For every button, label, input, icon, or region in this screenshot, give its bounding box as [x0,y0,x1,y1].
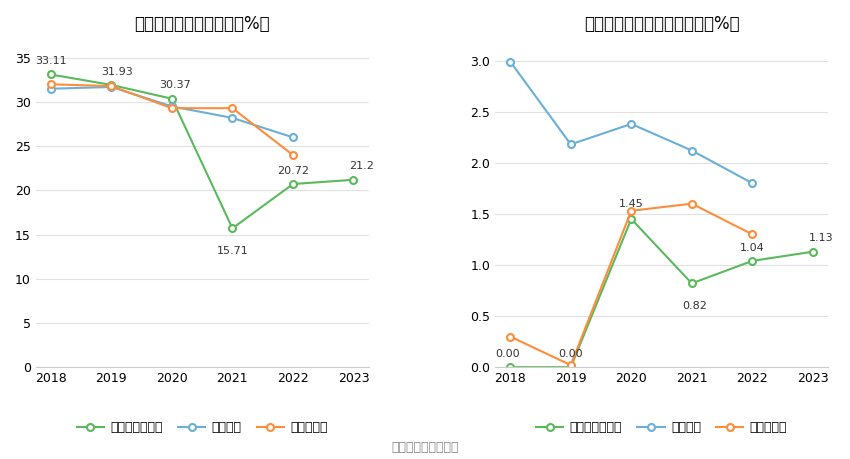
Text: 1.04: 1.04 [740,242,765,252]
行业均值 [687,148,697,153]
Title: 近年来资产负债率情况（%）: 近年来资产负债率情况（%） [134,15,270,33]
Title: 近年来有息资产负债率情况（%）: 近年来有息资产负债率情况（%） [584,15,740,33]
公司资产负债率 [288,181,298,187]
Text: 31.93: 31.93 [101,67,133,77]
Text: 0.82: 0.82 [683,302,707,312]
Text: 30.37: 30.37 [159,80,190,90]
Line: 行业均值: 行业均值 [48,84,297,141]
Legend: 公司资产负债率, 行业均值, 行业中位数: 公司资产负债率, 行业均值, 行业中位数 [71,416,333,439]
Line: 行业均值: 行业均值 [507,58,756,187]
行业中位数 [106,84,116,89]
行业均值 [565,142,575,147]
Text: 0.00: 0.00 [558,349,583,359]
行业中位数 [288,152,298,158]
行业均值 [167,104,177,109]
行业中位数 [505,334,515,339]
Text: 20.72: 20.72 [277,166,309,176]
Line: 公司资产负债率: 公司资产负债率 [48,71,357,232]
Line: 行业中位数: 行业中位数 [507,200,756,369]
公司资产负债率 [106,82,116,88]
有息资产负债率 [565,364,575,370]
公司资产负债率 [227,225,237,231]
Text: 0.00: 0.00 [496,349,519,359]
行业中位数 [747,232,757,237]
Text: 21.2: 21.2 [349,162,374,172]
行业均值 [626,121,637,127]
行业中位数 [565,363,575,368]
公司资产负债率 [348,177,359,183]
行业均值 [46,86,56,91]
公司资产负债率 [167,96,177,101]
Text: 15.71: 15.71 [217,246,248,257]
Line: 有息资产负债率: 有息资产负债率 [507,216,816,371]
行业中位数 [46,82,56,87]
Text: 数据来源：恒生聚源: 数据来源：恒生聚源 [391,442,459,454]
有息资产负债率 [808,249,818,254]
行业中位数 [167,106,177,111]
Text: 1.45: 1.45 [619,199,643,209]
Text: 1.13: 1.13 [809,233,834,243]
行业中位数 [227,106,237,111]
有息资产负债率 [626,216,637,222]
行业均值 [505,59,515,64]
Line: 行业中位数: 行业中位数 [48,81,297,158]
有息资产负债率 [505,364,515,370]
Text: 33.11: 33.11 [35,56,66,66]
公司资产负债率 [46,72,56,77]
有息资产负债率 [687,280,697,286]
行业中位数 [687,201,697,207]
有息资产负债率 [747,258,757,263]
行业均值 [106,84,116,90]
Legend: 有息资产负债率, 行业均值, 行业中位数: 有息资产负债率, 行业均值, 行业中位数 [531,416,792,439]
行业均值 [227,115,237,121]
行业中位数 [626,208,637,213]
行业均值 [747,180,757,186]
行业均值 [288,134,298,140]
